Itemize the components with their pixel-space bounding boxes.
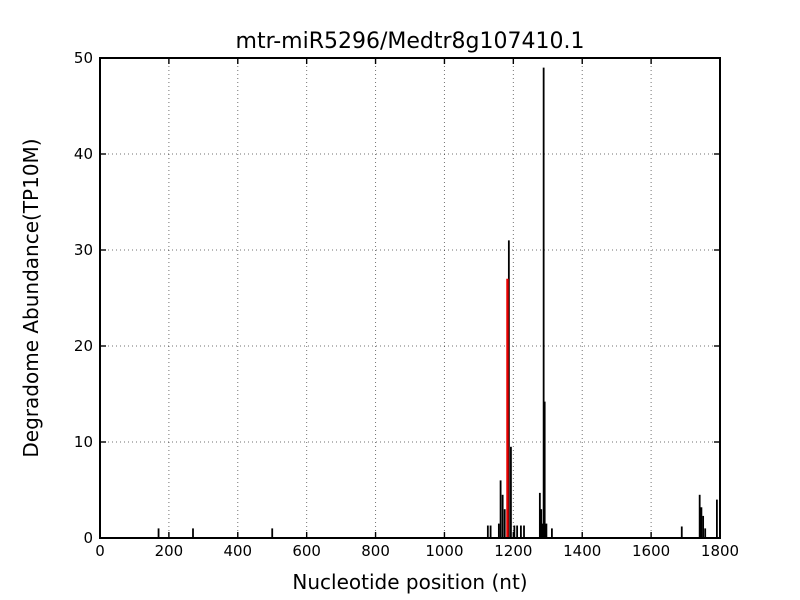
series-degradome-abundance <box>157 67 718 537</box>
y-tick-label-0: 0 <box>83 529 93 547</box>
x-tick-label-400: 400 <box>223 542 252 560</box>
x-tick-label-800: 800 <box>361 542 390 560</box>
x-tick-label-1800: 1800 <box>701 542 739 560</box>
x-tick-label-0: 0 <box>95 542 105 560</box>
x-tick-label-1400: 1400 <box>563 542 601 560</box>
chart-title: mtr-miR5296/Medtr8g107410.1 <box>236 29 585 54</box>
x-tick-label-1000: 1000 <box>425 542 463 560</box>
x-tick-labels: 0 200 400 600 800 1000 1200 1400 1600 1800 <box>95 542 739 560</box>
y-axis-label: Degradome Abundance(TP10M) <box>19 138 43 457</box>
y-tick-label-40: 40 <box>74 145 93 163</box>
degradome-spikes <box>157 67 718 537</box>
y-tick-label-10: 10 <box>74 433 93 451</box>
x-tick-label-200: 200 <box>155 542 184 560</box>
gridlines <box>100 58 720 538</box>
y-tick-label-50: 50 <box>74 49 93 67</box>
y-tick-label-30: 30 <box>74 241 93 259</box>
axis-ticks <box>99 57 721 539</box>
x-tick-label-1600: 1600 <box>632 542 670 560</box>
x-tick-label-1200: 1200 <box>494 542 532 560</box>
x-tick-label-600: 600 <box>292 542 321 560</box>
plot-frame <box>99 57 721 539</box>
x-axis-label: Nucleotide position (nt) <box>292 570 527 594</box>
y-tick-labels: 0 10 20 30 40 50 <box>74 49 93 547</box>
y-tick-label-20: 20 <box>74 337 93 355</box>
